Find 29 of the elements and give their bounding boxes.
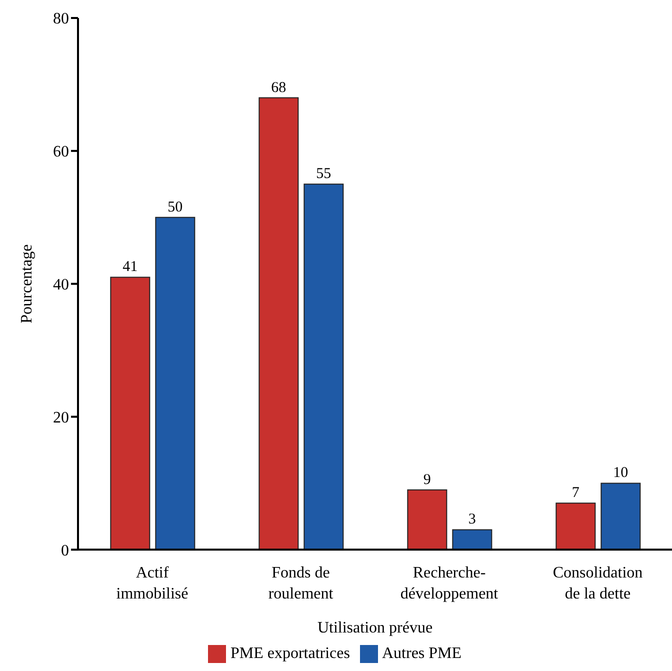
- data-label: 68: [271, 80, 286, 96]
- data-label: 7: [572, 485, 580, 502]
- x-tick-label: Consolidation de la dette: [552, 564, 643, 603]
- data-label: 3: [468, 512, 476, 528]
- bar: [600, 482, 641, 550]
- bar: [556, 502, 596, 550]
- data-label: 41: [122, 259, 138, 276]
- data-label: 9: [423, 472, 431, 488]
- y-tick-label: 40: [53, 276, 69, 294]
- y-tick-label: 60: [53, 144, 69, 161]
- bar: [452, 529, 492, 550]
- bar: [407, 489, 448, 550]
- y-tick-label: 20: [53, 409, 69, 426]
- bar: [258, 97, 299, 550]
- data-label: 50: [168, 199, 183, 216]
- x-tick-label: Actif immobilisé: [116, 564, 188, 603]
- legend-label: PME exportatrices: [230, 644, 350, 662]
- y-axis-title: Pourcentage: [18, 244, 36, 324]
- data-label: 55: [316, 166, 332, 182]
- y-tick-label: 0: [61, 542, 69, 560]
- y-tick-label: 80: [53, 10, 69, 28]
- bar: [304, 184, 344, 550]
- data-label: 10: [613, 465, 628, 482]
- bar: [110, 276, 150, 550]
- x-tick-label: Recherche-développement: [400, 564, 499, 603]
- x-axis-title: Utilisation prévue: [317, 620, 433, 637]
- bar: [155, 216, 196, 550]
- legend-label: Autres PME: [382, 644, 462, 662]
- x-tick-label: Fonds de roulement: [268, 564, 334, 603]
